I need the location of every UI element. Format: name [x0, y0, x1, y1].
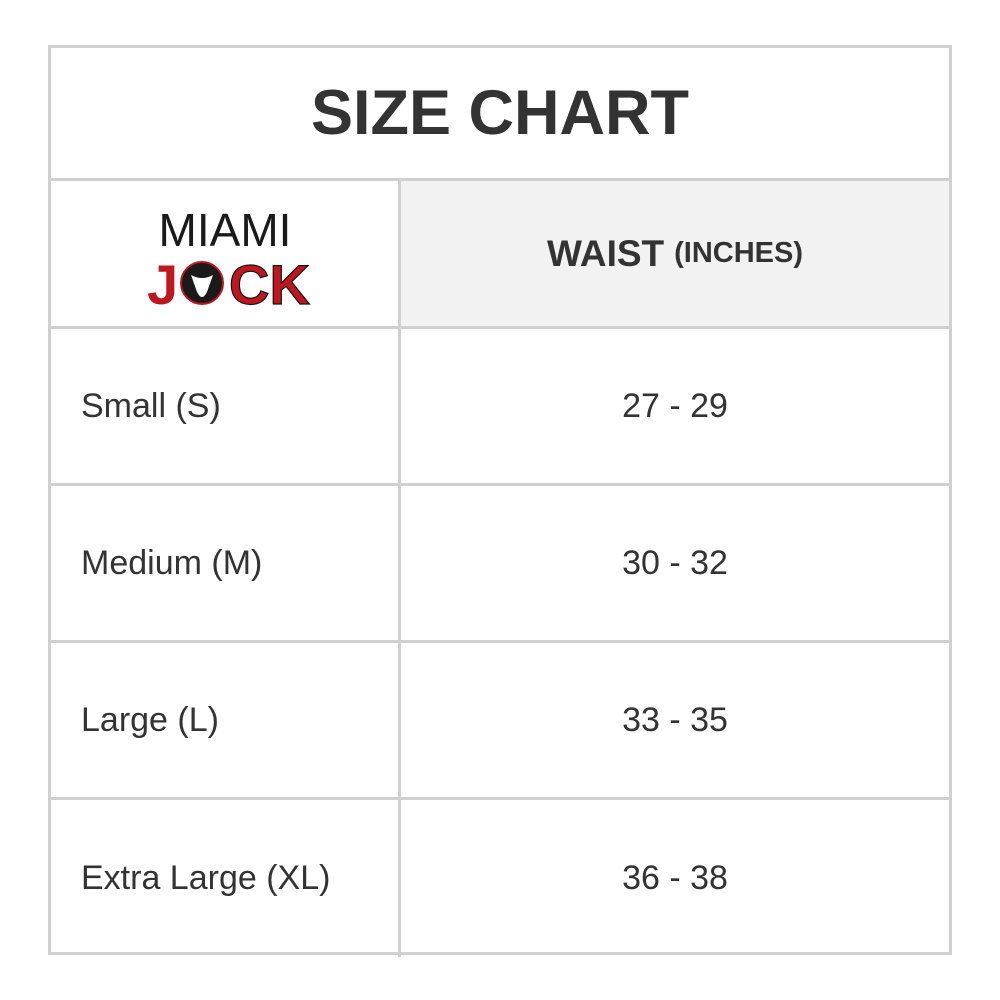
unit-label: (INCHES): [674, 237, 804, 269]
size-cell: Large (L): [51, 643, 401, 797]
waist-column-header: WAIST (INCHES): [401, 181, 949, 326]
size-cell: Small (S): [51, 329, 401, 483]
waist-cell: 33 - 35: [622, 700, 728, 739]
table-row: Medium (M) 30 - 32: [51, 486, 949, 643]
waist-cell: 27 - 29: [622, 386, 728, 425]
chart-title: SIZE CHART: [51, 48, 949, 181]
waist-cell: 36 - 38: [622, 859, 728, 897]
waist-cell: 30 - 32: [622, 543, 728, 582]
size-chart-table: SIZE CHART MIAMI J CK WAIST (INCHES) Sma…: [48, 45, 952, 957]
size-cell: Extra Large (XL): [51, 800, 401, 957]
svg-text:J: J: [147, 253, 178, 311]
size-cell: Medium (M): [51, 486, 401, 640]
svg-text:CK: CK: [229, 253, 310, 311]
table-row: Small (S) 27 - 29: [51, 329, 949, 486]
header-row: MIAMI J CK WAIST (INCHES): [51, 181, 949, 329]
waist-label: WAIST: [546, 232, 665, 274]
svg-text:MIAMI: MIAMI: [158, 204, 291, 256]
miami-jock-logo: MIAMI J CK: [147, 204, 310, 311]
table-row: Large (L) 33 - 35: [51, 643, 949, 800]
logo-cell: MIAMI J CK: [51, 181, 401, 326]
table-row: Extra Large (XL) 36 - 38: [51, 800, 949, 957]
